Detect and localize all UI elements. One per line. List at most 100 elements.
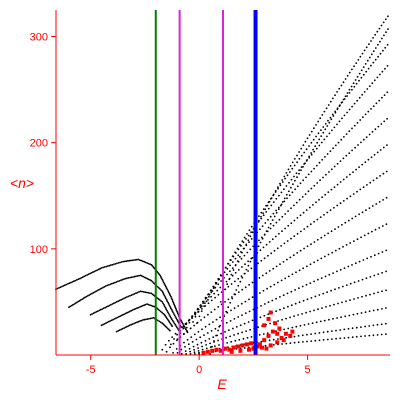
branch-point [168,304,171,307]
fan-point [219,286,222,289]
fan-point [385,249,388,252]
branch-point [147,303,150,306]
branch-point [79,277,81,280]
fan-point [387,28,389,30]
branch-point [85,295,88,298]
fan-point [386,43,389,46]
fan-point [359,188,362,191]
fan-point [343,114,346,117]
branch-point [162,312,165,315]
fan-point [380,123,383,125]
fan-point [265,204,267,207]
fan-point [278,232,280,235]
fan-point [365,46,368,49]
fan-point [204,302,206,304]
fan-point [214,296,217,299]
fan-point [176,333,179,336]
branch-point [141,275,143,277]
fan-point [336,123,338,126]
branch-point [165,298,168,301]
fan-point [370,108,372,110]
fan-point [286,292,289,295]
fan-point [310,152,312,154]
fan-point [260,340,263,343]
branch-point [86,295,89,297]
fan-point [379,52,382,55]
fan-point [191,315,193,318]
branch-point [171,319,174,322]
branch-point [146,318,149,320]
branch-point [140,259,143,262]
fan-point [287,327,290,330]
branch-point [71,281,74,283]
fan-point [185,323,188,326]
fan-point [258,277,261,279]
fan-point [327,119,329,122]
fan-point [239,280,242,283]
fan-point [196,308,199,311]
highlight-point [266,333,271,338]
fan-point [246,251,249,254]
fan-point [365,136,368,139]
fan-point [187,343,190,346]
branch-point [136,291,139,294]
fan-point [283,197,286,200]
fan-point [297,335,300,337]
fan-point [283,242,286,245]
fan-point [245,330,248,332]
fan-point [308,155,310,158]
branch-point [139,290,142,293]
fan-point [362,73,365,76]
branch-point [109,264,112,267]
branch-point [143,260,146,263]
branch-point [164,284,167,287]
fan-point [351,127,353,130]
fan-point [308,145,310,147]
fan-point [357,280,360,282]
fan-point [336,91,338,93]
branch-point [80,277,83,279]
fan-point [326,211,329,214]
fan-point [216,289,219,292]
fan-point [224,266,227,269]
fan-point [303,324,306,326]
branch-point [165,297,167,300]
highlight-point [257,342,262,347]
fan-point [375,203,378,205]
highlight-point [277,326,282,331]
fan-point [288,190,290,193]
fan-point [261,274,264,277]
fan-point [236,247,239,250]
branch-point [136,275,139,277]
fan-point [331,251,334,254]
fan-point [229,301,232,304]
fan-point [176,352,179,354]
fan-point [294,289,296,291]
branch-point [132,293,134,296]
fan-point [376,334,379,336]
branch-point [170,308,173,311]
fan-point [385,31,387,34]
highlight-point [260,345,264,350]
branch-point [169,306,172,308]
fan-point [235,289,238,291]
fan-point [344,315,347,318]
fan-point [294,188,296,191]
fan-point [375,102,378,105]
fan-point [356,121,359,124]
fan-point [376,308,379,311]
fan-point [387,15,389,18]
fan-point [259,249,262,252]
fan-point [231,296,233,298]
fan-point [345,284,348,286]
fan-point [322,176,324,179]
fan-point [385,307,387,309]
fan-point [333,165,336,168]
fan-point [357,297,359,299]
fan-point [272,338,275,341]
fan-point [208,323,211,326]
fan-point [348,314,351,317]
fan-point [342,285,344,288]
branch-point [106,265,109,267]
fan-point [332,97,334,100]
